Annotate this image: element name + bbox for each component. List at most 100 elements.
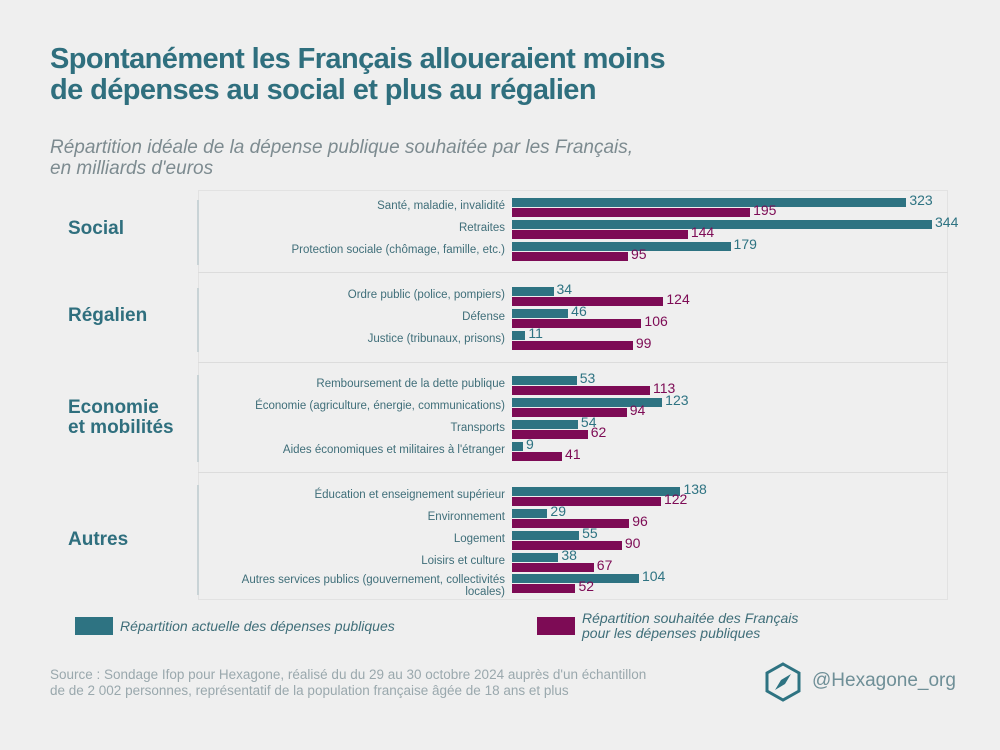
bar-actual [512,331,526,340]
bar-actual [512,487,681,496]
group-label: Economie et mobilités [68,397,174,438]
value-label-actual: 344 [935,214,959,230]
twitter-handle: @Hexagone_org [812,670,956,691]
bar-actual [512,398,663,407]
value-label-desired: 95 [630,246,647,262]
category-label: Transports [450,422,505,434]
source-line: de de 2 002 personnes, représentatif de … [50,683,569,698]
value-label-desired: 62 [590,424,607,440]
bar-actual [512,309,569,318]
legend-swatch-desired [537,617,575,635]
bar-desired [512,341,633,350]
category-label: Justice (tribunaux, prisons) [367,333,505,345]
value-label-actual: 123 [665,392,689,408]
value-label-desired: 195 [753,202,777,218]
value-label-desired: 113 [652,380,676,396]
value-label-desired: 96 [632,513,648,529]
value-label-actual: 53 [579,370,596,386]
category-label: Économie (agriculture, énergie, communic… [255,400,505,412]
value-label-desired: 41 [565,446,581,462]
category-label: Logement [453,533,505,545]
bar-actual [512,442,523,451]
value-label-desired: 144 [690,224,715,240]
bar-actual [512,553,559,562]
value-label-actual: 9 [525,436,534,452]
value-label-desired: 106 [644,313,668,329]
bar-desired [512,297,664,306]
legend-desired: Répartition souhaitée des Français pour l… [582,611,798,641]
title-line: de dépenses au social et plus au régalie… [50,74,597,106]
value-label-desired: 122 [663,491,688,507]
category-label: Remboursement de la dette publique [316,378,505,390]
value-label-desired: 52 [578,578,595,594]
bar-desired [512,584,576,593]
group-label: Social [68,218,124,239]
legend-swatch-actual [75,617,113,635]
subtitle-line: en milliards d'euros [50,158,214,179]
value-label-actual: 138 [683,481,707,497]
value-label-desired: 124 [666,291,690,307]
bar-actual [512,220,932,229]
value-label-actual: 29 [550,503,566,519]
value-label-actual: 323 [909,192,933,208]
category-label: Autres services publics (gouvernement, c… [241,574,505,598]
category-label: Ordre public (police, pompiers) [347,289,505,301]
bar-desired [512,230,688,239]
source-line: Source : Sondage Ifop pour Hexagone, réa… [50,667,647,682]
bar-desired [512,252,628,261]
value-label-actual: 104 [641,568,666,584]
value-label-desired: 94 [629,402,646,418]
value-label-actual: 46 [571,303,587,319]
subtitle-line: Répartition idéale de la dépense publiqu… [50,137,634,158]
legend-actual: Répartition actuelle des dépenses publiq… [120,618,395,634]
category-label: Aides économiques et militaires à l'étra… [282,444,505,456]
bar-actual [512,287,554,296]
group-bracket [197,485,199,595]
bar-desired [512,519,630,528]
chart-subtitle: Répartition idéale de la dépense publiqu… [50,137,633,179]
bar-actual [512,531,580,540]
bar-desired [512,208,751,217]
group-bracket [197,200,199,265]
value-label-actual: 55 [582,525,598,541]
group-separator [198,472,948,473]
bar-actual [512,509,548,518]
bar-desired [512,430,588,439]
group-separator [198,362,948,363]
category-label: Éducation et enseignement supérieur [314,489,505,501]
chart-title: Spontanément les Français alloueraient m… [50,44,666,106]
bar-actual [512,242,731,251]
category-label: Défense [462,311,505,323]
category-label: Loisirs et culture [421,555,505,567]
group-label: Autres [68,529,129,550]
category-label: Protection sociale (chômage, famille, et… [291,244,505,256]
group-separator [198,272,948,273]
bar-actual [512,420,578,429]
category-label: Retraites [458,222,505,234]
bar-desired [512,319,642,328]
bar-actual [512,376,577,385]
value-label-actual: 54 [580,414,597,430]
group-label: Régalien [68,305,148,326]
category-label: Environnement [427,511,505,523]
value-label-desired: 67 [596,557,613,573]
value-label-desired: 99 [635,335,652,351]
group-bracket [197,288,199,352]
value-label-actual: 11 [528,325,543,341]
group-bracket [197,375,199,462]
bar-desired [512,541,622,550]
bar-actual [512,574,639,583]
value-label-desired: 90 [624,535,641,551]
bar-desired [512,386,650,395]
bar-desired [512,497,661,506]
bar-desired [512,408,627,417]
value-label-actual: 38 [561,547,577,563]
bar-desired [512,563,594,572]
hexagon-compass-icon [765,662,801,702]
source-note: Source : Sondage Ifop pour Hexagone, réa… [50,667,646,699]
value-label-actual: 179 [733,236,757,252]
bar-actual [512,198,907,207]
value-label-actual: 34 [556,281,573,297]
legend-line: pour les dépenses publiques [582,625,761,641]
